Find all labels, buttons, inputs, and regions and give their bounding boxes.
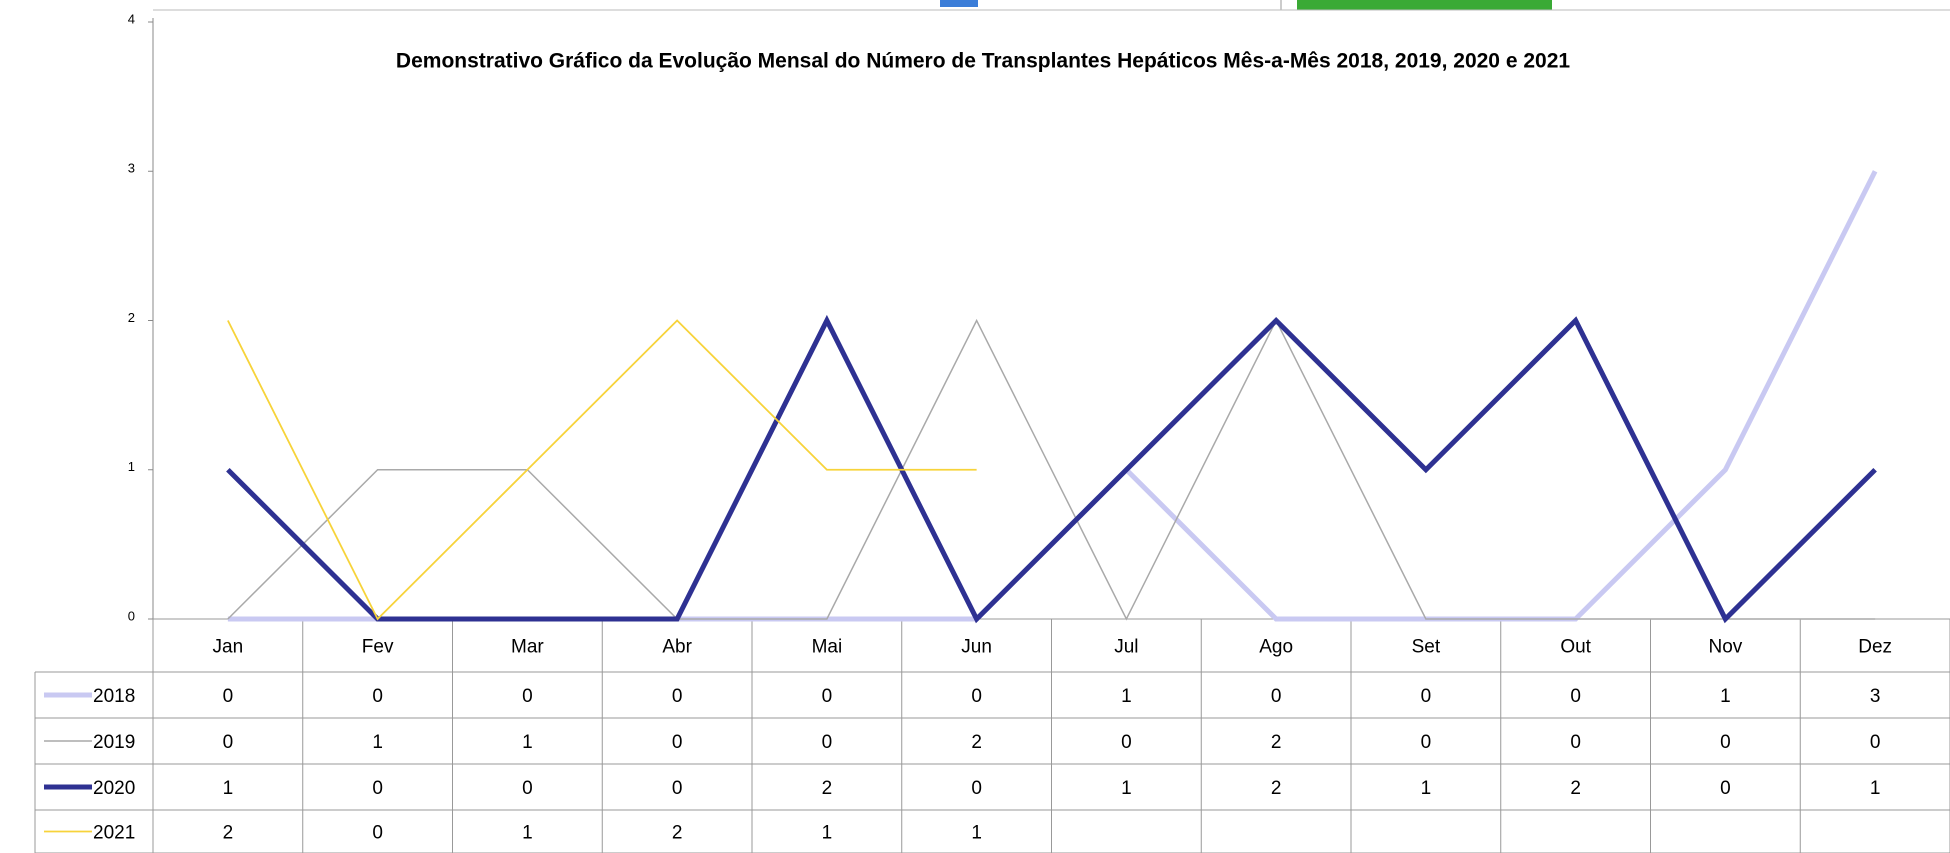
- legend-label: 2018: [93, 686, 135, 707]
- table-value: 0: [1570, 686, 1581, 707]
- table-value: 0: [1720, 778, 1731, 799]
- y-tick-label: 0: [128, 608, 135, 623]
- logo-fragment: [940, 0, 978, 7]
- table-value: 0: [372, 686, 383, 707]
- table-value: 0: [971, 686, 982, 707]
- table-value: 0: [1570, 732, 1581, 753]
- series-line: [227, 170, 1878, 622]
- table-value: 0: [822, 686, 833, 707]
- legend-label: 2019: [93, 732, 135, 753]
- x-tick-label: Nov: [1708, 637, 1742, 658]
- table-value: 0: [1720, 732, 1731, 753]
- x-tick-label: Mai: [812, 637, 843, 658]
- table-value: 0: [522, 686, 533, 707]
- table-value: 0: [672, 732, 683, 753]
- x-tick-label: Dez: [1858, 637, 1892, 658]
- table-value: 1: [372, 732, 383, 753]
- y-tick-label: 1: [128, 459, 135, 474]
- table-value: 0: [1421, 732, 1432, 753]
- table-value: 1: [223, 778, 234, 799]
- y-tick-label: 2: [128, 310, 135, 325]
- table-value: 0: [971, 778, 982, 799]
- logo-fragment: [1297, 0, 1552, 10]
- y-tick-label: 3: [128, 161, 135, 176]
- x-tick-label: Mar: [511, 637, 544, 658]
- x-tick-label: Set: [1412, 637, 1441, 658]
- table-value: 0: [522, 778, 533, 799]
- table-value: 1: [971, 823, 982, 844]
- table-value: 1: [1870, 778, 1881, 799]
- x-tick-label: Fev: [362, 637, 394, 658]
- chart-title: Demonstrativo Gráfico da Evolução Mensal…: [396, 50, 1570, 73]
- legend-label: 2021: [93, 823, 135, 844]
- table-value: 2: [672, 823, 683, 844]
- table-value: 0: [822, 732, 833, 753]
- x-tick-label: Ago: [1259, 637, 1293, 658]
- x-tick-label: Jun: [961, 637, 992, 658]
- table-value: 3: [1870, 686, 1881, 707]
- table-value: 0: [1121, 732, 1132, 753]
- table-value: 0: [672, 778, 683, 799]
- table-value: 2: [822, 778, 833, 799]
- table-value: 2: [1271, 732, 1282, 753]
- table-value: 1: [1121, 778, 1132, 799]
- x-tick-label: Jan: [213, 637, 244, 658]
- table-value: 2: [1570, 778, 1581, 799]
- table-value: 2: [223, 823, 234, 844]
- table-value: 1: [522, 823, 533, 844]
- table-value: 1: [1421, 778, 1432, 799]
- table-value: 0: [372, 823, 383, 844]
- table-value: 1: [522, 732, 533, 753]
- table-value: 0: [672, 686, 683, 707]
- x-tick-label: Out: [1560, 637, 1591, 658]
- table-value: 1: [1720, 686, 1731, 707]
- y-tick-label: 4: [128, 11, 135, 26]
- table-value: 1: [1121, 686, 1132, 707]
- series-line: [226, 314, 1877, 624]
- table-value: 0: [1870, 732, 1881, 753]
- table-value: 2: [971, 732, 982, 753]
- table-value: 0: [223, 686, 234, 707]
- legend-label: 2020: [93, 778, 135, 799]
- table-value: 2: [1271, 778, 1282, 799]
- table-value: 0: [223, 732, 234, 753]
- table-value: 0: [372, 778, 383, 799]
- table-value: 0: [1421, 686, 1432, 707]
- table-value: 0: [1271, 686, 1282, 707]
- series-line: [227, 319, 977, 621]
- series-line: [227, 318, 1876, 621]
- x-tick-label: Jul: [1114, 637, 1138, 658]
- table-value: 1: [822, 823, 833, 844]
- x-tick-label: Abr: [662, 637, 692, 658]
